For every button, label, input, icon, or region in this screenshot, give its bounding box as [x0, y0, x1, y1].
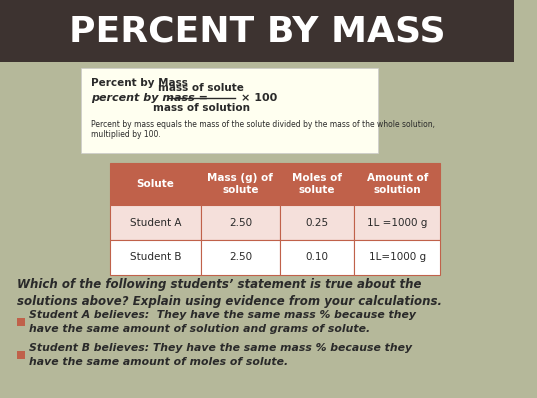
Text: mass of solution: mass of solution — [153, 103, 250, 113]
Text: mass of solute: mass of solute — [158, 83, 244, 93]
FancyBboxPatch shape — [201, 205, 280, 240]
FancyBboxPatch shape — [354, 205, 440, 240]
FancyBboxPatch shape — [17, 351, 25, 359]
Text: Student B: Student B — [130, 252, 182, 263]
FancyBboxPatch shape — [82, 68, 378, 153]
Text: 1L=1000 g: 1L=1000 g — [369, 252, 426, 263]
Text: PERCENT BY MASS: PERCENT BY MASS — [69, 14, 445, 48]
Text: 2.50: 2.50 — [229, 217, 252, 228]
Text: Amount of
solution: Amount of solution — [367, 173, 428, 195]
FancyBboxPatch shape — [110, 205, 201, 240]
Text: × 100: × 100 — [241, 93, 278, 103]
FancyBboxPatch shape — [280, 163, 354, 205]
Text: Solute: Solute — [137, 179, 175, 189]
Text: Mass (g) of
solute: Mass (g) of solute — [207, 173, 273, 195]
FancyBboxPatch shape — [110, 240, 201, 275]
Text: Percent by mass equals the mass of the solute divided by the mass of the whole s: Percent by mass equals the mass of the s… — [91, 120, 435, 139]
Text: Which of the following students’ statement is true about the
solutions above? Ex: Which of the following students’ stateme… — [17, 278, 442, 308]
Text: Student A: Student A — [130, 217, 182, 228]
Text: Student B believes: They have the same mass % because they
have the same amount : Student B believes: They have the same m… — [28, 343, 412, 367]
Text: percent by mass =: percent by mass = — [91, 93, 212, 103]
Text: Student A believes:  They have the same mass % because they
have the same amount: Student A believes: They have the same m… — [28, 310, 416, 334]
Text: 0.10: 0.10 — [306, 252, 329, 263]
Text: Moles of
solute: Moles of solute — [292, 173, 342, 195]
FancyBboxPatch shape — [280, 240, 354, 275]
FancyBboxPatch shape — [280, 205, 354, 240]
Text: 0.25: 0.25 — [306, 217, 329, 228]
Text: Percent by Mass: Percent by Mass — [91, 78, 188, 88]
FancyBboxPatch shape — [354, 163, 440, 205]
Text: 2.50: 2.50 — [229, 252, 252, 263]
Text: 1L =1000 g: 1L =1000 g — [367, 217, 427, 228]
FancyBboxPatch shape — [0, 0, 514, 62]
FancyBboxPatch shape — [17, 318, 25, 326]
FancyBboxPatch shape — [201, 240, 280, 275]
FancyBboxPatch shape — [110, 163, 201, 205]
FancyBboxPatch shape — [354, 240, 440, 275]
FancyBboxPatch shape — [201, 163, 280, 205]
